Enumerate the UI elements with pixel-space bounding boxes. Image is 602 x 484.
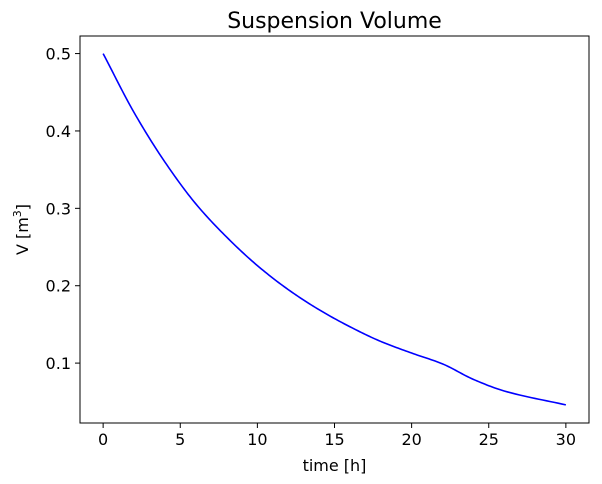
- y-tick-label: 0.5: [46, 45, 71, 64]
- plot-background: [80, 36, 589, 423]
- series-layer: [102, 53, 567, 406]
- x-tick-label: 0: [98, 430, 108, 449]
- x-axis-label: time [h]: [303, 456, 367, 475]
- y-axis: 0.1 0.2 0.3 0.4 0.5: [46, 45, 80, 373]
- y-axis-label-close: ]: [13, 204, 32, 210]
- x-tick-label: 20: [401, 430, 421, 449]
- y-tick-label: 0.1: [46, 354, 71, 373]
- y-axis-label: V [m3]: [11, 204, 32, 255]
- y-tick-label: 0.2: [46, 277, 71, 296]
- x-tick-label: 5: [175, 430, 185, 449]
- x-tick-label: 30: [556, 430, 576, 449]
- y-axis-label-superscript: 3: [11, 210, 24, 217]
- x-tick-label: 15: [324, 430, 344, 449]
- chart-title: Suspension Volume: [227, 9, 442, 34]
- x-tick-label: 25: [479, 430, 499, 449]
- y-axis-label-main: V [m: [13, 217, 32, 255]
- x-tick-label: 10: [247, 430, 267, 449]
- y-tick-label: 0.4: [46, 122, 71, 141]
- x-axis: 0 5 10 15 20 25 30: [98, 423, 576, 449]
- y-tick-label: 0.3: [46, 199, 71, 218]
- series-line-0: [102, 53, 567, 406]
